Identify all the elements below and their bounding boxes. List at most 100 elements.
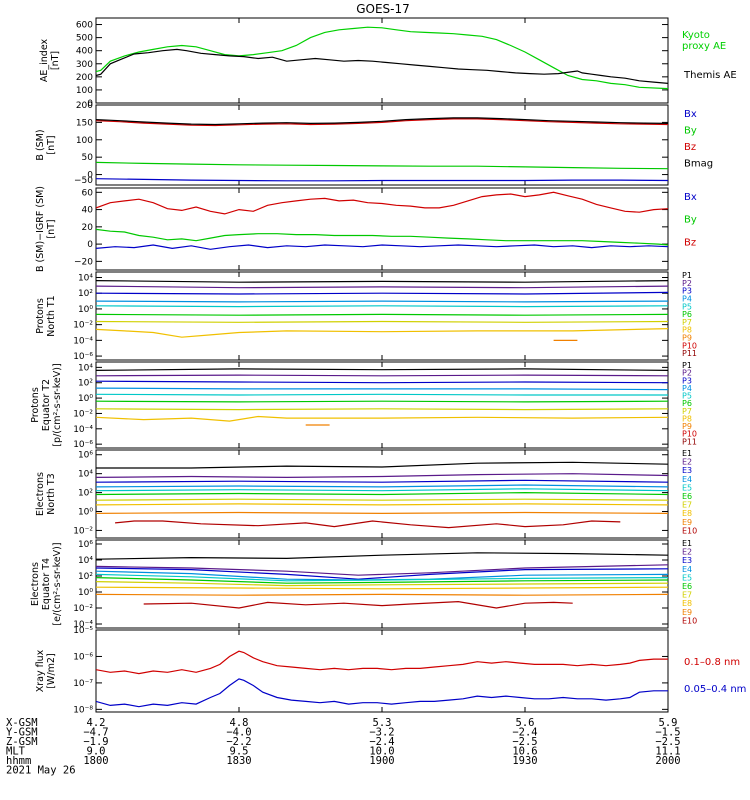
ephemeris-value: 10.6 bbox=[512, 746, 537, 758]
legend-label: By bbox=[684, 126, 697, 137]
legend-label: E2 bbox=[682, 548, 692, 557]
ephemeris-value: −4.7 bbox=[83, 727, 108, 739]
series-line bbox=[96, 400, 668, 403]
legend-label: P11 bbox=[682, 349, 697, 358]
series-group bbox=[96, 191, 668, 250]
y-tick-label: 100 bbox=[76, 86, 93, 96]
legend-label: Bmag bbox=[684, 159, 713, 170]
y-tick-label: 10⁻⁴ bbox=[73, 425, 93, 435]
legend-label: P1 bbox=[682, 271, 692, 280]
legend-label: P6 bbox=[682, 399, 692, 408]
legend-label: E10 bbox=[682, 526, 697, 535]
panel-ae: 0 100 200 300 400 500 600 AE_index [nT] Kyotoprox… bbox=[39, 17, 737, 109]
legend-label: P1 bbox=[682, 361, 692, 370]
ephemeris-value: 4.2 bbox=[87, 717, 106, 729]
legend-label: P7 bbox=[682, 318, 692, 327]
legend-label: 0.1–0.8 nm bbox=[684, 657, 740, 668]
y-tick-label: 10² bbox=[78, 572, 93, 582]
legend-label: P3 bbox=[682, 287, 692, 296]
series-group bbox=[96, 368, 668, 426]
ephemeris-value: 10.0 bbox=[369, 746, 394, 758]
series-line bbox=[96, 161, 668, 170]
y-tick-label: 0 bbox=[87, 99, 93, 109]
y-tick-label: 10⁰ bbox=[78, 394, 93, 404]
panel-protonsT2: 10⁻⁶ 10⁻⁴ 10⁻² 10⁰ 10² 10⁴ Protons Equator T2 [p… bbox=[30, 361, 697, 450]
legend-label: P2 bbox=[682, 279, 692, 288]
panel-bsm: 0 50 100 150 200 −50 B (SM) [nT] Bx By Bz Bmag bbox=[35, 101, 713, 186]
series-line bbox=[115, 520, 621, 529]
y-tick-label: 10⁰ bbox=[78, 508, 93, 518]
series-line bbox=[96, 593, 668, 596]
legend-label: E9 bbox=[682, 608, 692, 617]
ephemeris-value: 5.9 bbox=[659, 717, 678, 729]
ephemeris-value: −3.2 bbox=[369, 727, 394, 739]
y-axis-label: [e/(cm²-s-sr-keV)] bbox=[52, 542, 63, 625]
legend-label: E4 bbox=[682, 475, 692, 484]
plot-title: GOES-17 bbox=[356, 2, 410, 16]
y-axis-label: Protons bbox=[30, 387, 41, 423]
panel-frame bbox=[95, 104, 669, 186]
ephemeris-value: 1830 bbox=[226, 755, 251, 767]
y-axis-label: Protons bbox=[35, 298, 46, 334]
y-tick-label: 10⁴ bbox=[78, 556, 93, 566]
y-tick-label: 10⁻² bbox=[73, 409, 93, 419]
series-line bbox=[96, 479, 668, 483]
y-tick-label: 10² bbox=[78, 489, 93, 499]
y-tick-label: 0 bbox=[87, 240, 93, 250]
series-line bbox=[96, 573, 668, 582]
y-tick-label: 300 bbox=[76, 60, 93, 70]
series-line bbox=[96, 291, 668, 295]
ephemeris-value: −2.4 bbox=[512, 727, 537, 739]
series-line bbox=[96, 503, 668, 506]
legend-label: Themis AE bbox=[683, 70, 737, 81]
legend-label: P10 bbox=[682, 430, 697, 439]
series-line bbox=[96, 374, 668, 377]
y-tick-label: 150 bbox=[76, 118, 93, 128]
legend-label: E8 bbox=[682, 599, 692, 608]
legend-label: P3 bbox=[682, 376, 692, 385]
panel-bigrf: −20 0 20 40 60 B (SM)−IGRF (SM) [nT] Bx By Bz bbox=[35, 186, 697, 272]
y-tick-label: 400 bbox=[76, 47, 93, 57]
y-tick-label: 50 bbox=[82, 153, 94, 163]
series-line bbox=[96, 461, 668, 469]
ephemeris-value: 1800 bbox=[83, 755, 108, 767]
ephemeris-row-label: hhmm bbox=[6, 755, 31, 767]
y-axis-label: Electrons bbox=[35, 472, 46, 516]
series-line bbox=[96, 380, 668, 384]
y-axis-label: AE_index bbox=[39, 39, 50, 83]
y-tick-label: 10⁻⁶ bbox=[73, 440, 93, 450]
y-tick-label: 10⁻⁶ bbox=[73, 352, 93, 362]
y-axis-label: Electrons bbox=[30, 562, 41, 606]
ephemeris-value: −2.4 bbox=[369, 736, 394, 748]
series-group bbox=[96, 26, 668, 90]
ephemeris-value: −4.0 bbox=[226, 727, 251, 739]
series-line bbox=[96, 300, 668, 303]
series-line bbox=[143, 600, 573, 609]
series-line bbox=[96, 178, 668, 182]
series-line bbox=[96, 577, 668, 584]
series-group bbox=[96, 552, 668, 609]
series-line bbox=[96, 280, 668, 283]
legend-label: E7 bbox=[682, 501, 692, 510]
legend-label: E8 bbox=[682, 509, 692, 518]
y-tick-label: 500 bbox=[76, 34, 93, 44]
y-axis-label: Equator T2 bbox=[41, 379, 52, 431]
ephemeris-value: −2.5 bbox=[655, 736, 680, 748]
y-axis-label: [nT] bbox=[50, 51, 61, 70]
y-axis-label: Equator T4 bbox=[41, 558, 52, 610]
series-group bbox=[96, 280, 668, 341]
legend-label: P4 bbox=[682, 294, 692, 303]
legend-label: P8 bbox=[682, 414, 692, 423]
legend-label: P7 bbox=[682, 407, 692, 416]
series-line bbox=[96, 313, 668, 316]
y-tick-label: 10⁴ bbox=[78, 363, 93, 373]
ephemeris-value: 11.1 bbox=[655, 746, 680, 758]
series-line bbox=[96, 552, 668, 560]
series-line bbox=[96, 118, 668, 127]
series-line bbox=[96, 488, 668, 492]
y-tick-label: 100 bbox=[76, 136, 93, 146]
series-line bbox=[96, 511, 668, 515]
panel-frame bbox=[95, 629, 669, 713]
ephemeris-value: 1930 bbox=[512, 755, 537, 767]
